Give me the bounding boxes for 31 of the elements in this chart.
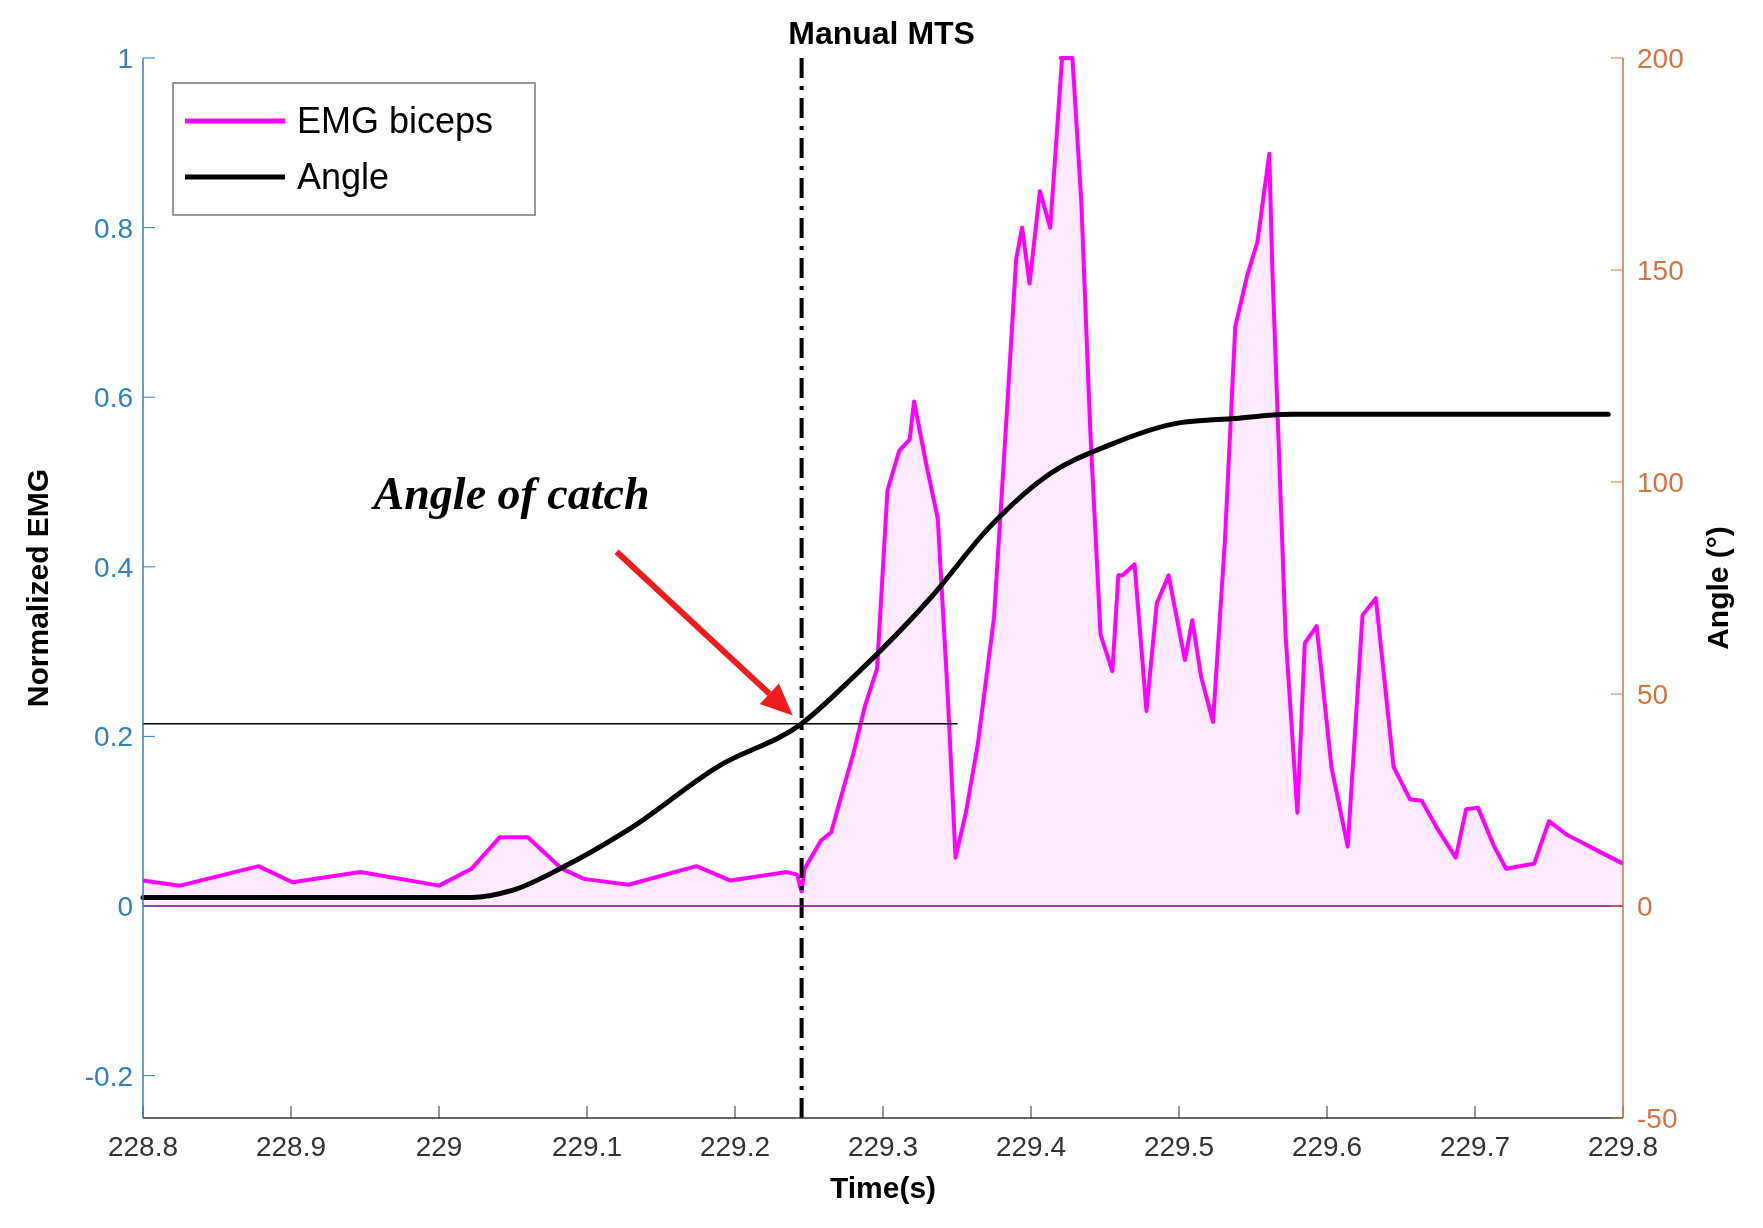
y-tick-label: 0 [117,891,133,922]
x-tick-label: 229.1 [551,1131,623,1162]
ref-line-label: Manual MTS [788,15,975,51]
x-tick-label: 229.3 [847,1131,919,1162]
x-axis-title: Time(s) [829,1171,937,1204]
y2-tick-label: 200 [1637,43,1684,74]
y-tick-label: -0.2 [84,1060,133,1092]
y2-tick-label: -50 [1637,1103,1678,1134]
x-tick-label: 229.2 [699,1131,771,1162]
y-tick-label: 0.6 [94,382,133,414]
y-tick-label: 0.4 [94,551,133,583]
y-tick-label: 0.2 [94,721,133,753]
x-tick-label: 229.5 [1143,1131,1215,1162]
annotation: Angle of catch [370,467,650,519]
y2-tick-label: 150 [1637,255,1684,286]
y2-tick-label: 0 [1637,891,1653,922]
legend-label: EMG biceps [297,100,494,141]
legend-label: Angle [297,156,390,197]
x-tick-label: 229.8 [1587,1131,1659,1162]
x-tick-label: 228.9 [255,1131,327,1162]
x-tick-label: 229.4 [995,1131,1067,1162]
x-tick-label: 229.7 [1439,1131,1511,1162]
y-tick-label: 0.8 [94,212,133,244]
y2-tick-label: 50 [1637,679,1669,710]
x-tick-label: 229.6 [1291,1131,1363,1162]
y2-tick-label: 100 [1637,467,1684,498]
y-axis-title: Normalized EMG [21,468,54,708]
y-tick-label: 1 [117,43,133,74]
x-tick-label: 228.8 [107,1131,179,1162]
y2-axis-title: Angle (°) [1701,526,1734,650]
x-tick-label: 229 [415,1131,463,1162]
